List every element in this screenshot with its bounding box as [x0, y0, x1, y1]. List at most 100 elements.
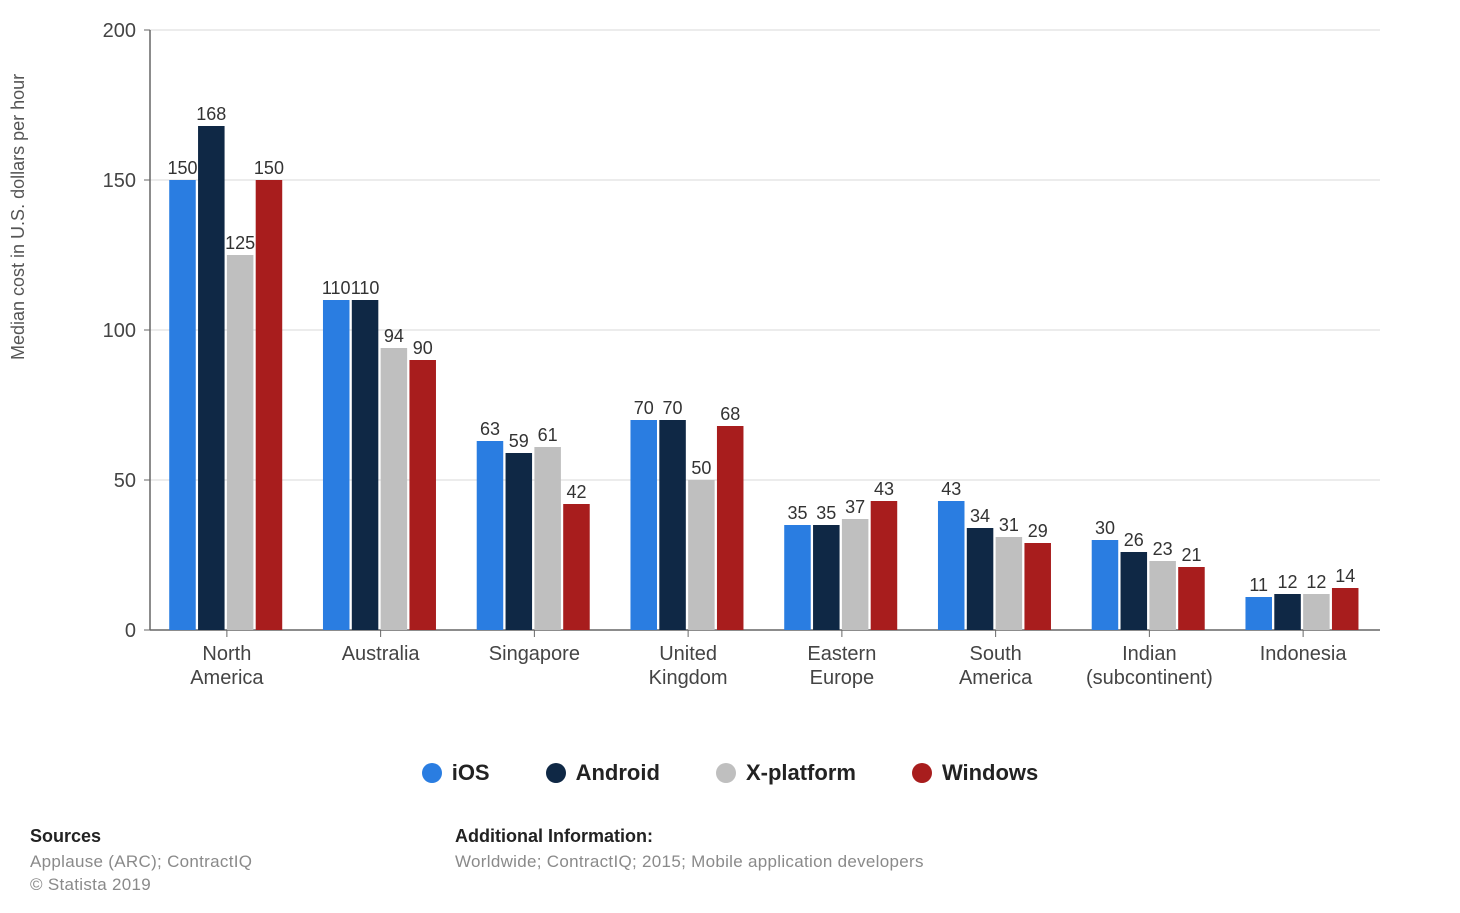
bar-value-label: 110 — [322, 278, 351, 298]
bar-value-label: 168 — [196, 104, 226, 124]
bar-value-label: 50 — [691, 458, 711, 478]
bar-value-label: 30 — [1095, 518, 1115, 538]
x-category-label: (subcontinent) — [1086, 667, 1213, 689]
x-category-label: Europe — [810, 667, 875, 689]
additional-info-line: Worldwide; ContractIQ; 2015; Mobile appl… — [455, 851, 1355, 874]
x-category-label: South — [969, 643, 1021, 665]
bar — [1024, 543, 1051, 630]
legend-dot-icon — [912, 763, 932, 783]
bar — [1245, 597, 1272, 630]
legend-label: X-platform — [746, 760, 856, 786]
bar — [1303, 594, 1330, 630]
x-category-label: Indonesia — [1260, 643, 1348, 665]
bar-value-label: 70 — [663, 398, 683, 418]
bar — [813, 525, 840, 630]
legend-item: Android — [546, 760, 660, 786]
y-tick-label: 100 — [103, 320, 136, 342]
y-tick-label: 0 — [125, 620, 136, 642]
bar-value-label: 34 — [970, 506, 990, 526]
bar — [534, 447, 561, 630]
bar — [717, 426, 744, 630]
bar-value-label: 42 — [566, 482, 586, 502]
bar-value-label: 11 — [1249, 575, 1268, 595]
bar-value-label: 150 — [167, 158, 197, 178]
sources-heading: Sources — [30, 826, 450, 847]
y-axis-label: Median cost in U.S. dollars per hour — [8, 74, 29, 360]
x-category-label: America — [959, 667, 1033, 689]
sources-line: Applause (ARC); ContractIQ — [30, 851, 450, 874]
legend: iOS Android X-platform Windows — [0, 760, 1460, 788]
bar — [563, 504, 590, 630]
bar — [1332, 588, 1359, 630]
x-category-label: North — [202, 643, 251, 665]
x-category-label: Singapore — [489, 643, 580, 665]
bar — [871, 501, 898, 630]
bar — [506, 453, 533, 630]
x-category-label: Australia — [342, 643, 421, 665]
bar — [967, 528, 994, 630]
bar-value-label: 14 — [1335, 566, 1355, 586]
bar-value-label: 43 — [874, 479, 894, 499]
legend-label: Android — [576, 760, 660, 786]
bar-value-label: 70 — [634, 398, 654, 418]
bar-value-label: 37 — [845, 497, 865, 517]
bar-value-label: 61 — [538, 425, 558, 445]
bar-value-label: 31 — [999, 515, 1019, 535]
bar-value-label: 110 — [351, 278, 380, 298]
legend-label: iOS — [452, 760, 490, 786]
y-tick-label: 50 — [114, 470, 136, 492]
x-category-label: Kingdom — [649, 667, 728, 689]
bar — [227, 255, 254, 630]
bar — [256, 180, 283, 630]
bar — [1178, 567, 1205, 630]
bar — [352, 300, 379, 630]
x-category-label: America — [190, 667, 264, 689]
legend-item: X-platform — [716, 760, 856, 786]
legend-item: iOS — [422, 760, 490, 786]
bar — [659, 420, 686, 630]
copyright: © Statista 2019 — [30, 874, 450, 897]
bar — [1092, 540, 1119, 630]
bar-value-label: 63 — [480, 419, 500, 439]
bar-value-label: 94 — [384, 326, 404, 346]
footer: Sources Applause (ARC); ContractIQ © Sta… — [30, 826, 1430, 897]
bar-chart-svg: 050100150200150168125150NorthAmerica1101… — [60, 20, 1400, 740]
y-tick-label: 150 — [103, 170, 136, 192]
bar — [996, 537, 1023, 630]
legend-dot-icon — [716, 763, 736, 783]
bar — [477, 441, 504, 630]
bar-value-label: 150 — [254, 158, 284, 178]
bar-value-label: 23 — [1153, 539, 1173, 559]
bar — [1149, 561, 1176, 630]
bar — [323, 300, 350, 630]
bar-value-label: 26 — [1124, 530, 1144, 550]
legend-dot-icon — [546, 763, 566, 783]
bar-value-label: 125 — [225, 233, 255, 253]
bar — [630, 420, 657, 630]
legend-dot-icon — [422, 763, 442, 783]
legend-item: Windows — [912, 760, 1038, 786]
chart-area: 050100150200150168125150NorthAmerica1101… — [60, 20, 1400, 740]
bar-value-label: 59 — [509, 431, 529, 451]
bar — [381, 348, 408, 630]
bar-value-label: 12 — [1306, 572, 1326, 592]
bar — [198, 126, 225, 630]
bar-value-label: 21 — [1181, 545, 1201, 565]
bar — [784, 525, 811, 630]
bar — [938, 501, 965, 630]
bar-value-label: 43 — [941, 479, 961, 499]
x-category-label: Eastern — [807, 643, 876, 665]
y-tick-label: 200 — [103, 20, 136, 42]
bar-value-label: 35 — [816, 503, 836, 523]
bar — [169, 180, 196, 630]
bar-value-label: 90 — [413, 338, 433, 358]
x-category-label: United — [659, 643, 717, 665]
bar — [688, 480, 715, 630]
bar-value-label: 68 — [720, 404, 740, 424]
bar-value-label: 29 — [1028, 521, 1048, 541]
x-category-label: Indian — [1122, 643, 1177, 665]
additional-info-heading: Additional Information: — [455, 826, 1355, 847]
bar-value-label: 35 — [787, 503, 807, 523]
bar — [1274, 594, 1301, 630]
legend-label: Windows — [942, 760, 1038, 786]
